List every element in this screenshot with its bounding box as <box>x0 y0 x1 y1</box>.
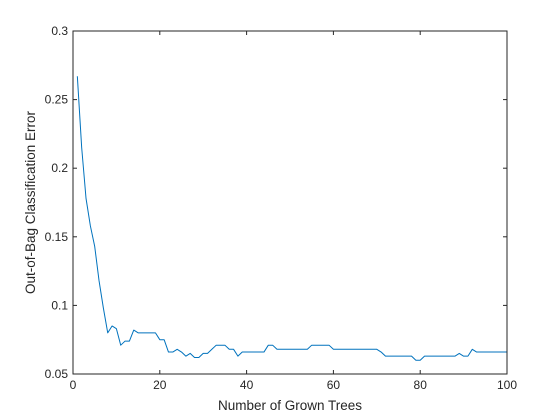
x-tick-label: 80 <box>414 378 428 392</box>
y-ticks: 0.05 0.1 0.15 0.2 0.25 0.3 <box>45 24 507 381</box>
y-tick-label: 0.25 <box>45 93 69 107</box>
y-tick-label: 0.3 <box>51 24 68 38</box>
x-tick-label: 20 <box>153 378 167 392</box>
y-tick-label: 0.2 <box>51 161 68 175</box>
y-axis-label: Out-of-Bag Classification Error <box>23 110 38 294</box>
series-line <box>76 76 507 361</box>
y-tick-label: 0.15 <box>45 230 69 244</box>
x-tick-label: 100 <box>497 378 517 392</box>
x-tick-label: 0 <box>70 378 77 392</box>
series-layer <box>76 76 507 361</box>
x-ticks: 0 20 40 60 80 100 <box>70 31 517 392</box>
x-axis-label: Number of Grown Trees <box>218 398 362 413</box>
axes-box <box>72 30 508 375</box>
x-tick-label: 60 <box>327 378 341 392</box>
y-tick-label: 0.1 <box>51 298 68 312</box>
plot-area <box>73 31 507 374</box>
y-tick-label: 0.05 <box>45 367 69 381</box>
x-tick-label: 40 <box>240 378 254 392</box>
